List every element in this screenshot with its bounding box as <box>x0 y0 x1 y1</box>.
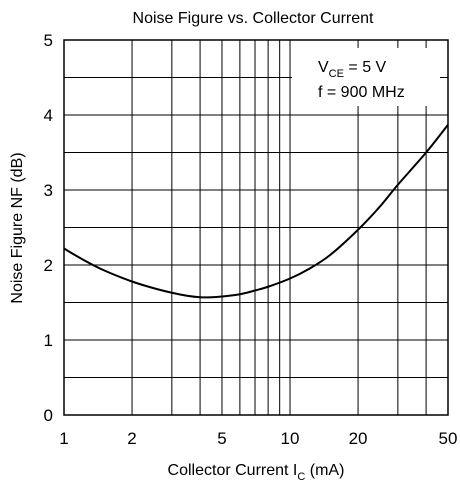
y-tick-label: 4 <box>44 106 53 125</box>
annotation-box <box>292 48 440 106</box>
annotation-vce: VCE = 5 V <box>318 59 387 80</box>
x-tick-label: 5 <box>217 429 226 448</box>
x-axis-label: Collector Current IC (mA) <box>168 462 345 483</box>
chart-title: Noise Figure vs. Collector Current <box>133 10 375 27</box>
y-axis-label: Noise Figure NF (dB) <box>9 152 26 303</box>
x-tick-labels: 1 2 5 10 20 50 <box>59 429 457 448</box>
y-tick-label: 5 <box>44 31 53 50</box>
x-tick-label: 10 <box>281 429 300 448</box>
plot-frame <box>63 39 449 416</box>
y-tick-label: 2 <box>44 256 53 275</box>
noise-figure-curve <box>63 124 449 299</box>
x-tick-label: 1 <box>59 429 68 448</box>
x-tick-label: 2 <box>127 429 136 448</box>
y-tick-label: 0 <box>44 406 53 425</box>
annotation-frequency: f = 900 MHz <box>318 84 405 101</box>
x-tick-label: 50 <box>439 429 458 448</box>
y-tick-label: 3 <box>44 181 53 200</box>
x-tick-label: 20 <box>349 429 368 448</box>
y-tick-labels: 0 1 2 3 4 5 <box>44 31 53 425</box>
y-tick-label: 1 <box>44 331 53 350</box>
